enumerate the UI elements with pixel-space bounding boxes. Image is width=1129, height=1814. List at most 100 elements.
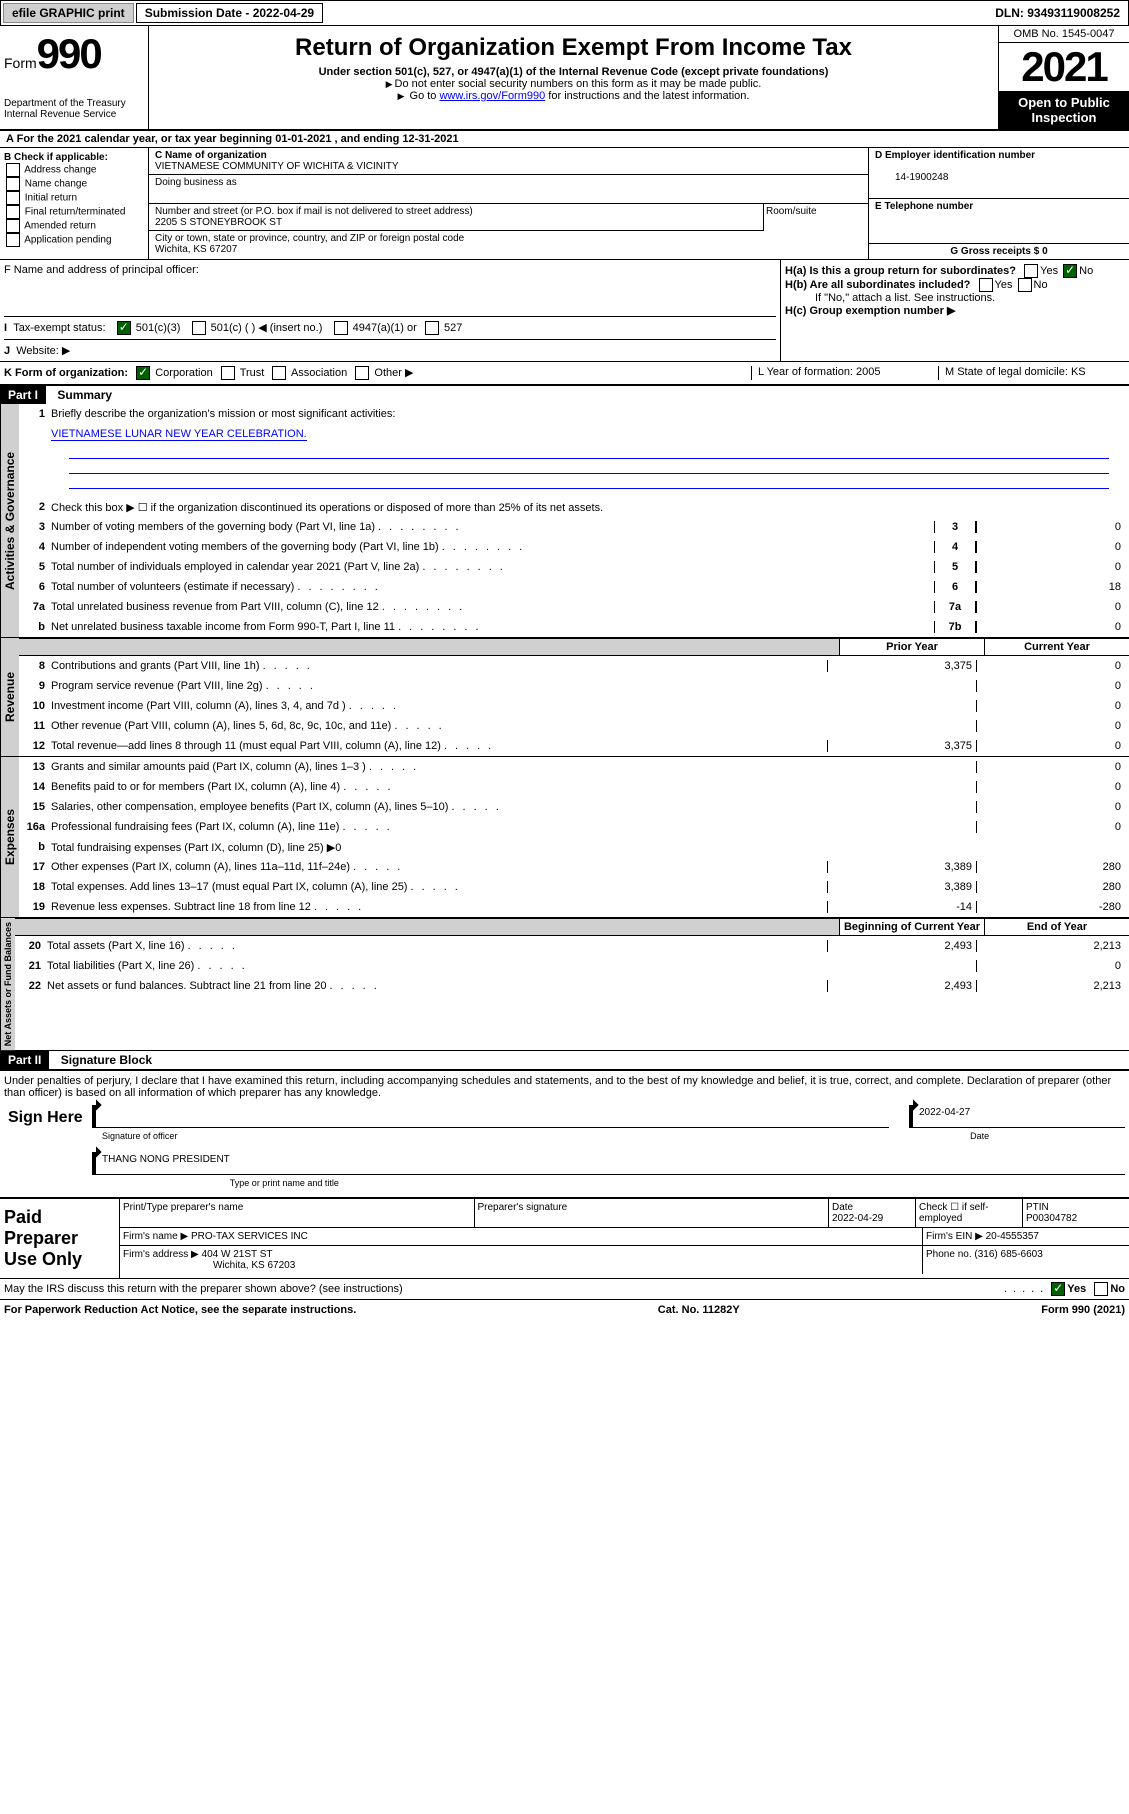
efile-print-button[interactable]: efile GRAPHIC print	[3, 3, 134, 23]
hc-label: H(c) Group exemption number ▶	[785, 305, 955, 317]
website-label: Website: ▶	[16, 345, 70, 357]
other-checkbox[interactable]	[355, 366, 369, 380]
checkbox-initial-return[interactable]	[6, 191, 20, 205]
501c-checkbox[interactable]	[192, 321, 206, 335]
trust-checkbox[interactable]	[221, 366, 235, 380]
part1-title: Summary	[49, 386, 120, 404]
exp-vert-label: Expenses	[0, 757, 19, 917]
checkbox-name-change[interactable]	[6, 177, 20, 191]
row-k: K Form of organization: Corporation Trus…	[0, 362, 1129, 386]
signature-block: Under penalties of perjury, I declare th…	[0, 1069, 1129, 1197]
527-checkbox[interactable]	[425, 321, 439, 335]
line-14: 14Benefits paid to or for members (Part …	[19, 777, 1129, 797]
instructions-link[interactable]: www.irs.gov/Form990	[439, 90, 545, 102]
prep-sig-hdr: Preparer's signature	[475, 1199, 830, 1227]
col-f-officer: F Name and address of principal officer:…	[0, 260, 781, 361]
checkbox-amended-return[interactable]	[6, 219, 20, 233]
spacer-2	[15, 918, 839, 936]
gov-line-5: 5Total number of individuals employed in…	[19, 557, 1129, 577]
eoy-hdr: End of Year	[984, 918, 1129, 936]
instructions-note: Go to www.irs.gov/Form990 for instructio…	[153, 90, 994, 102]
part2-title: Signature Block	[53, 1051, 160, 1069]
ein-label: D Employer identification number	[875, 150, 1035, 161]
paid-preparer-section: Paid Preparer Use Only Print/Type prepar…	[0, 1197, 1129, 1278]
line-9: 9Program service revenue (Part VIII, lin…	[19, 676, 1129, 696]
footer-left: For Paperwork Reduction Act Notice, see …	[4, 1304, 356, 1316]
ha-label: H(a) Is this a group return for subordin…	[785, 265, 1016, 277]
opt-501c3: 501(c)(3)	[136, 322, 181, 334]
year-formation: L Year of formation: 2005	[751, 366, 938, 380]
colb-item: Amended return	[4, 219, 144, 233]
revenue-section: Revenue Prior YearCurrent Year 8Contribu…	[0, 638, 1129, 757]
form-title: Return of Organization Exempt From Incom…	[153, 34, 994, 62]
checkbox-final-return-terminated[interactable]	[6, 205, 20, 219]
form-org-label: K Form of organization:	[4, 367, 128, 379]
signature-date: 2022-04-27 Date	[909, 1105, 1125, 1128]
discuss-yes: Yes	[1067, 1283, 1086, 1295]
mission-text: VIETNAMESE LUNAR NEW YEAR CELEBRATION.	[51, 428, 307, 441]
page-footer: For Paperwork Reduction Act Notice, see …	[0, 1299, 1129, 1320]
gov-line-4: 4Number of independent voting members of…	[19, 537, 1129, 557]
hb-no-checkbox[interactable]	[1018, 278, 1032, 292]
4947-checkbox[interactable]	[334, 321, 348, 335]
hb-yes-checkbox[interactable]	[979, 278, 993, 292]
declaration-text: Under penalties of perjury, I declare th…	[4, 1075, 1125, 1099]
discuss-row: May the IRS discuss this return with the…	[0, 1278, 1129, 1299]
footer-right: Form 990 (2021)	[1041, 1304, 1125, 1316]
col-b-label: B Check if applicable:	[4, 152, 144, 163]
firm-phone-lbl: Phone no.	[926, 1249, 972, 1260]
firm-phone: (316) 685-6603	[974, 1249, 1042, 1260]
hb-label: H(b) Are all subordinates included?	[785, 279, 970, 291]
sig-date-value: 2022-04-27	[919, 1107, 970, 1118]
firm-name-lbl: Firm's name ▶	[123, 1231, 188, 1242]
checkbox-address-change[interactable]	[6, 163, 20, 177]
net-assets-section: Net Assets or Fund Balances Beginning of…	[0, 918, 1129, 1051]
line-18: 18Total expenses. Add lines 13–17 (must …	[19, 877, 1129, 897]
colb-item: Initial return	[4, 191, 144, 205]
colb-item: Application pending	[4, 233, 144, 247]
q2-text: Check this box ▶ ☐ if the organization d…	[51, 501, 1125, 514]
net-vert-label: Net Assets or Fund Balances	[0, 918, 15, 1050]
officer-name-line: THANG NONG PRESIDENT Type or print name …	[92, 1152, 1125, 1175]
corp-checkbox[interactable]	[136, 366, 150, 380]
paid-title: Paid Preparer Use Only	[0, 1199, 120, 1278]
discuss-no: No	[1110, 1283, 1125, 1295]
dba-label: Doing business as	[155, 177, 237, 188]
line-8: 8Contributions and grants (Part VIII, li…	[19, 656, 1129, 676]
501c3-checkbox[interactable]	[117, 321, 131, 335]
ptin-value: P00304782	[1026, 1213, 1077, 1224]
opt-527: 527	[444, 322, 462, 334]
no-label-2: No	[1034, 279, 1048, 291]
gov-line-6: 6Total number of volunteers (estimate if…	[19, 577, 1129, 597]
gross-receipts: G Gross receipts $ 0	[950, 246, 1047, 257]
prep-date-hdr: Date	[832, 1202, 853, 1213]
checkbox-application-pending[interactable]	[6, 233, 20, 247]
colb-item: Name change	[4, 177, 144, 191]
yes-label: Yes	[1040, 265, 1058, 277]
org-name-label: C Name of organization	[155, 150, 267, 161]
note-post: for instructions and the latest informat…	[545, 90, 749, 102]
officer-name: THANG NONG PRESIDENT	[102, 1154, 230, 1165]
sig-date-label: Date	[970, 1131, 989, 1141]
prep-name-hdr: Print/Type preparer's name	[120, 1199, 475, 1227]
prior-year-hdr: Prior Year	[839, 638, 984, 656]
rev-vert-label: Revenue	[0, 638, 19, 756]
ha-yes-checkbox[interactable]	[1024, 264, 1038, 278]
discuss-yes-checkbox[interactable]	[1051, 1282, 1065, 1296]
firm-name: PRO-TAX SERVICES INC	[191, 1231, 308, 1242]
officer-signature-line[interactable]: Signature of officer	[92, 1105, 889, 1128]
prep-date: 2022-04-29	[832, 1213, 883, 1224]
form-number: 990	[37, 30, 101, 77]
addr-label: Number and street (or P.O. box if mail i…	[155, 206, 473, 217]
part1-label: Part I	[0, 386, 46, 404]
colb-item: Address change	[4, 163, 144, 177]
line-17: 17Other expenses (Part IX, column (A), l…	[19, 857, 1129, 877]
ha-no-checkbox[interactable]	[1063, 264, 1077, 278]
ein-value: 14-1900248	[875, 172, 948, 183]
tax-year-text: For the 2021 calendar year, or tax year …	[17, 133, 459, 145]
assoc-checkbox[interactable]	[272, 366, 286, 380]
form-number-box: Form990 Department of the Treasury Inter…	[0, 26, 149, 129]
col-d-ein: D Employer identification number 14-1900…	[869, 148, 1129, 259]
firm-addr-lbl: Firm's address ▶	[123, 1249, 199, 1260]
discuss-no-checkbox[interactable]	[1094, 1282, 1108, 1296]
